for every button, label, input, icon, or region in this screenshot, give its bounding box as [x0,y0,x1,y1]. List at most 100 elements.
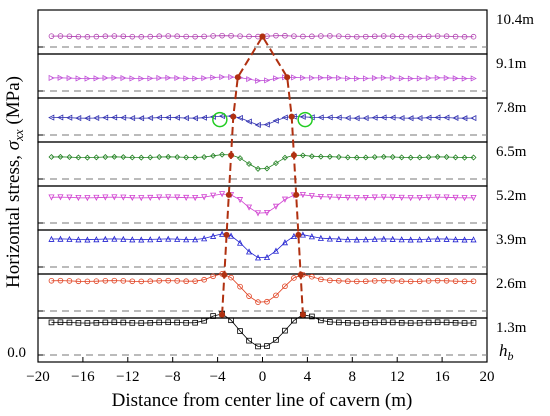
data-point [362,236,369,243]
data-point [75,278,82,285]
data-point [461,320,468,326]
data-point [335,194,342,201]
data-point [326,194,333,201]
data-point [255,299,261,305]
data-point [120,114,127,121]
data-point [407,195,414,202]
boundary-point [228,152,235,159]
data-point [380,153,387,160]
data-point [425,194,432,201]
series-line [51,154,474,170]
data-point [111,277,118,284]
data-point [470,278,477,285]
data-point [93,75,100,82]
data-point [228,73,235,81]
x-tick-label: −20 [26,369,49,385]
data-point [452,154,459,161]
data-point [416,278,423,285]
data-point [434,194,441,201]
data-point [300,74,307,81]
series-label: 9.1m [496,56,527,72]
data-point [137,115,145,122]
data-point [272,117,279,124]
data-point [120,235,127,242]
data-point [407,236,414,243]
data-point [147,278,154,285]
data-point [228,232,235,239]
data-point [398,33,405,40]
data-point [245,204,253,211]
data-point [66,235,73,242]
data-point [362,154,369,161]
data-point [461,34,468,40]
data-point [461,236,468,243]
data-point [353,115,360,122]
data-point [165,319,172,326]
data-point [309,74,316,81]
data-point [273,75,280,82]
data-point [155,114,163,121]
data-point [389,319,396,326]
data-point [362,33,369,40]
data-point [264,77,271,84]
data-point [416,194,423,202]
data-point [66,154,73,161]
data-point [425,154,432,161]
data-point [434,277,441,284]
data-point [201,33,207,40]
data-point [57,319,64,326]
x-tick-label: 8 [349,369,357,385]
data-point [335,235,342,242]
data-point [452,33,459,40]
x-tick-label: 4 [304,369,312,385]
data-point [102,74,109,82]
data-point [57,114,64,121]
data-point [452,194,459,201]
data-point [362,194,369,202]
data-point [48,74,55,81]
data-point [174,74,181,82]
data-point [389,74,397,82]
data-point [255,77,262,84]
data-point [389,194,396,201]
data-point [362,278,369,285]
data-point [282,32,288,39]
panel-frame [37,9,488,55]
data-point [129,278,136,285]
data-point [210,232,217,239]
data-point [183,278,189,285]
data-point [353,278,360,285]
series-line [51,193,474,214]
data-point [425,114,432,121]
panel-7: 2.6m [37,271,527,319]
data-point [326,235,333,242]
data-point [461,115,468,122]
data-point [183,154,190,161]
data-point [416,115,423,122]
data-point [48,235,55,242]
panel-frame [37,53,488,99]
boundary-point [230,113,237,120]
boundary-point [221,271,228,278]
data-point [174,194,181,201]
data-point [192,319,198,326]
data-point [66,75,73,82]
y-axis-label-text: Horizontal stress, [3,150,24,288]
data-point [398,114,405,122]
data-point [264,298,270,305]
data-point [237,197,244,204]
data-point [164,114,172,121]
data-point [165,33,172,39]
x-tick-label: −8 [165,369,181,385]
data-point [192,236,199,243]
data-point [263,121,270,128]
y-axis-sigma: σ [3,140,24,150]
data-point [407,34,414,40]
data-point [201,235,208,242]
data-point [336,319,342,326]
data-point [326,153,333,160]
data-point [282,283,288,290]
data-point [183,33,189,40]
data-point [380,235,387,242]
data-point [156,194,163,201]
